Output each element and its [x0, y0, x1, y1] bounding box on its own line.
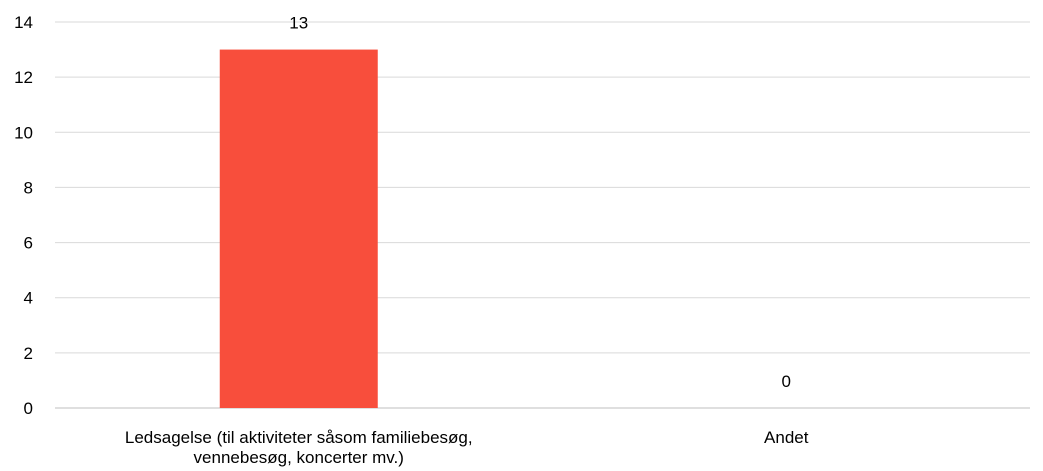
- y-tick-label: 4: [24, 289, 33, 308]
- x-axis-categories: Ledsagelse (til aktiviteter såsom famili…: [125, 428, 809, 467]
- y-tick-label: 2: [24, 344, 33, 363]
- y-axis-ticks: 0 2 4 6 8 10 12 14: [14, 13, 33, 418]
- y-tick-label: 0: [24, 399, 33, 418]
- y-tick-label: 10: [14, 123, 33, 142]
- category-label: Andet: [764, 428, 809, 447]
- y-tick-label: 12: [14, 68, 33, 87]
- bar: [219, 49, 378, 408]
- data-labels: 13 0: [289, 14, 791, 391]
- gridlines: [55, 21, 1030, 409]
- y-tick-label: 6: [24, 234, 33, 253]
- y-tick-label: 14: [14, 13, 33, 32]
- category-label: Ledsagelse (til aktiviteter såsom famili…: [125, 428, 473, 447]
- bars: [219, 49, 378, 408]
- category-label: vennebesøg, koncerter mv.): [194, 448, 404, 467]
- data-label: 13: [289, 14, 308, 33]
- y-tick-label: 8: [24, 178, 33, 197]
- data-label: 0: [782, 372, 791, 391]
